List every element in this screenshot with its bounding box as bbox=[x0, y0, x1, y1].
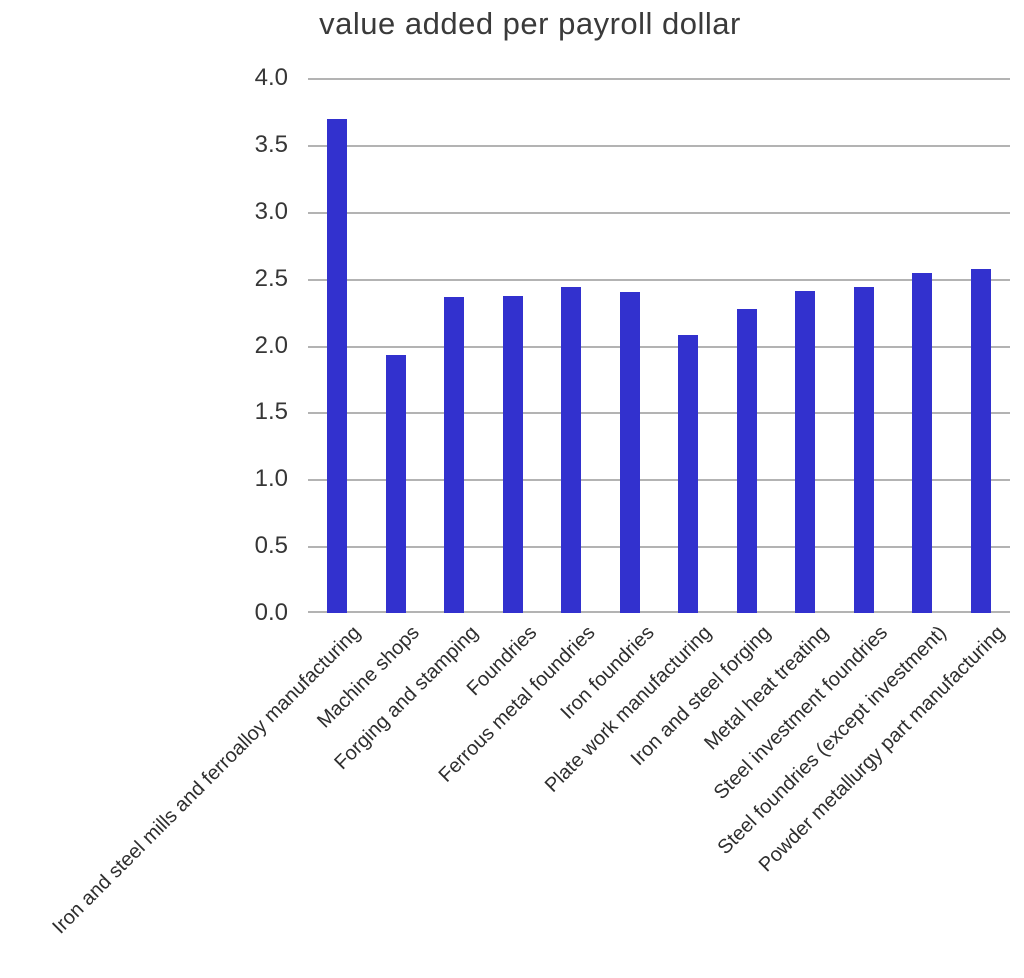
x-axis-line bbox=[308, 611, 1010, 613]
gridline bbox=[308, 145, 1010, 147]
bar bbox=[503, 296, 523, 613]
y-tick-label: 1.0 bbox=[254, 465, 288, 493]
gridline bbox=[308, 479, 1010, 481]
gridline bbox=[308, 346, 1010, 348]
y-tick-label: 4.0 bbox=[254, 64, 288, 91]
bar bbox=[912, 273, 932, 613]
gridline bbox=[308, 546, 1010, 548]
x-category-label: Machine shops bbox=[313, 621, 425, 733]
y-tick-label: 0.5 bbox=[254, 532, 288, 560]
bar bbox=[854, 287, 874, 613]
plot-area bbox=[308, 78, 1010, 613]
gridline bbox=[308, 412, 1010, 414]
y-tick-label: 3.0 bbox=[254, 197, 288, 225]
chart-title: value added per payroll dollar bbox=[319, 6, 741, 41]
bar bbox=[678, 335, 698, 613]
x-category-label: Iron and steel mills and ferroalloy manu… bbox=[48, 621, 366, 939]
gridline bbox=[308, 78, 1010, 80]
bar bbox=[620, 292, 640, 613]
y-tick-label: 2.0 bbox=[254, 331, 288, 359]
y-tick-label: 1.5 bbox=[254, 398, 288, 426]
bar bbox=[327, 119, 347, 613]
bar bbox=[386, 355, 406, 613]
bar bbox=[444, 297, 464, 613]
bar bbox=[795, 291, 815, 613]
y-tick-label: 2.5 bbox=[254, 264, 288, 292]
bar bbox=[737, 309, 757, 613]
y-tick-label: 0.0 bbox=[254, 599, 288, 626]
bar bbox=[971, 269, 991, 613]
bar bbox=[561, 287, 581, 613]
gridline bbox=[308, 212, 1010, 214]
y-tick-label: 3.5 bbox=[254, 130, 288, 158]
gridline bbox=[308, 279, 1010, 281]
